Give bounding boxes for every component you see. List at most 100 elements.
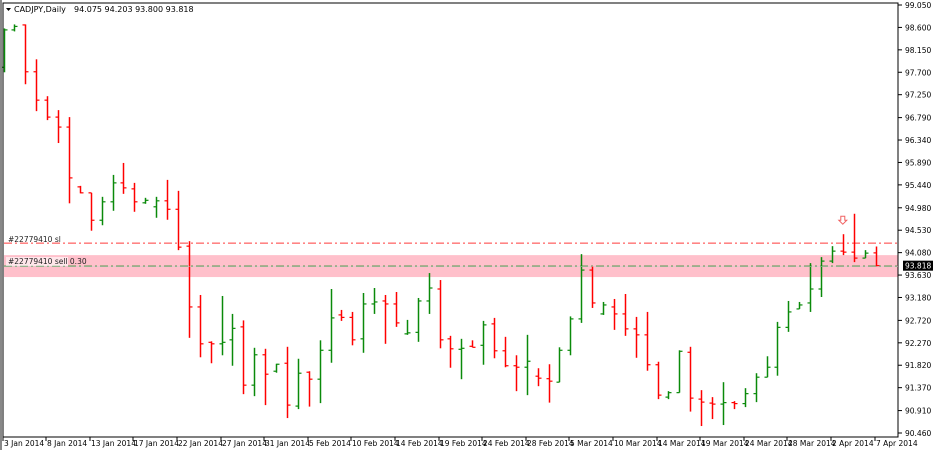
price-tick-label: 98.150 <box>905 46 931 55</box>
price-axis[interactable]: 99.050 98.600 98.150 97.700 97.250 96.790 96.3… <box>898 1 931 438</box>
ohlc-bar <box>753 373 760 403</box>
price-tick-label: 96.790 <box>905 114 931 123</box>
price-tick-label: 92.720 <box>905 316 931 325</box>
order-zone <box>4 255 898 278</box>
ohlc-bar <box>556 347 563 383</box>
plot-frame <box>2 2 899 438</box>
ohlc-bar <box>676 350 683 394</box>
date-tick-label: 14 Feb 2014 <box>396 439 443 448</box>
price-tick-label: 94.530 <box>905 226 931 235</box>
date-tick-label: 19 Mar 2014 <box>701 439 749 448</box>
price-tick-label: 92.270 <box>905 339 931 348</box>
price-tick-label: 98.600 <box>905 23 931 32</box>
ohlc-bar <box>600 301 607 315</box>
ohlc-bar <box>720 382 727 426</box>
ohlc-bar <box>120 162 127 194</box>
triangle-down-icon[interactable] <box>6 8 11 11</box>
date-tick-label: 31 Jan 2014 <box>265 439 310 448</box>
ohlc-bar <box>219 295 226 356</box>
ohlc-bar <box>840 234 847 256</box>
ohlc-bar <box>731 401 738 410</box>
price-tick-label: 94.080 <box>905 249 931 258</box>
ohlc-bar <box>655 361 662 400</box>
ohlc-bar <box>862 250 869 259</box>
ohlc-bar <box>622 293 629 336</box>
ohlc-bar <box>164 179 171 220</box>
ohlc-bar <box>33 59 40 112</box>
ohlc-bar <box>251 347 258 397</box>
ohlc-bar <box>578 254 585 323</box>
date-tick-label: 10 Mar 2014 <box>614 439 662 448</box>
ohlc-bar <box>742 388 749 408</box>
ohlc-bar <box>131 182 138 212</box>
ohlc-bar <box>633 316 640 358</box>
price-tick-label: 91.820 <box>905 361 931 370</box>
ohlc-bar <box>66 117 73 204</box>
chart-symbol: CADJPY,Daily <box>14 5 66 14</box>
ohlc-bar <box>698 390 705 427</box>
price-tick-label: 90.910 <box>905 407 931 416</box>
price-tick-label: 97.700 <box>905 68 931 77</box>
ohlc-bar <box>11 24 18 32</box>
current-price-value: 93.818 <box>905 262 931 271</box>
ohlc-bar <box>99 196 106 226</box>
ohlc-bar <box>709 397 716 420</box>
price-tick-label: 96.340 <box>905 136 931 145</box>
ohlc-bar <box>393 291 400 327</box>
price-tick-label: 94.980 <box>905 204 931 213</box>
ohlc-bar <box>88 192 95 231</box>
ohlc-readout: 94.075 94.203 93.800 93.818 <box>74 5 194 14</box>
date-tick-label: 14 Mar 2014 <box>658 439 706 448</box>
ohlc-bar <box>567 316 574 356</box>
ohlc-bar <box>546 364 553 403</box>
ohlc-bar <box>502 336 509 368</box>
price-tick-label: 99.050 <box>905 1 931 10</box>
ohlc-bar <box>240 320 247 395</box>
date-tick-label: 13 Jan 2014 <box>91 439 136 448</box>
arrow-down-shape <box>837 215 849 225</box>
ohlc-bar <box>829 246 836 264</box>
ohlc-bar <box>229 313 236 366</box>
ohlc-bar <box>306 371 313 407</box>
ohlc-bar <box>317 340 324 404</box>
ohlc-bar <box>262 348 269 406</box>
ohlc-bar <box>426 273 433 314</box>
ohlc-bar <box>186 241 193 338</box>
ohlc-bar <box>295 358 302 410</box>
ohlc-bar <box>524 334 531 396</box>
price-tick-label: 90.460 <box>905 429 931 438</box>
stop-loss-label: #22779410 sl <box>8 235 61 244</box>
ohlc-bar <box>437 280 444 349</box>
ohlc-bar <box>284 346 291 419</box>
ohlc-bar <box>338 309 345 321</box>
ohlc-bar <box>142 197 149 204</box>
ohlc-bar <box>382 294 389 344</box>
ohlc-bar <box>273 363 280 373</box>
ohlc-bar <box>589 266 596 308</box>
ohlc-bar <box>77 185 84 194</box>
date-tick-label: 28 Mar 2014 <box>788 439 836 448</box>
ohlc-bar <box>360 292 367 353</box>
ohlc-bar <box>415 297 422 342</box>
ohlc-bar <box>611 298 618 330</box>
sell-entry-label: #22779410 sell 0.30 <box>8 257 87 266</box>
ohlc-bar <box>469 340 476 348</box>
ohlc-bar <box>22 24 29 85</box>
ohlc-bar <box>807 263 814 312</box>
arrow-down-icon <box>837 215 849 225</box>
price-tick-label: 97.250 <box>905 91 931 100</box>
ohlc-bar <box>153 196 160 218</box>
ohlc-bar <box>197 294 204 358</box>
ohlc-bar <box>513 355 520 392</box>
ohlc-bar <box>44 96 51 121</box>
ohlc-bar <box>687 346 694 412</box>
ohlc-bar <box>480 320 487 365</box>
ohlc-bar <box>371 288 378 314</box>
date-tick-label: 24 Feb 2014 <box>483 439 530 448</box>
current-price-tag <box>903 260 933 271</box>
ohlc-bar <box>404 319 411 335</box>
